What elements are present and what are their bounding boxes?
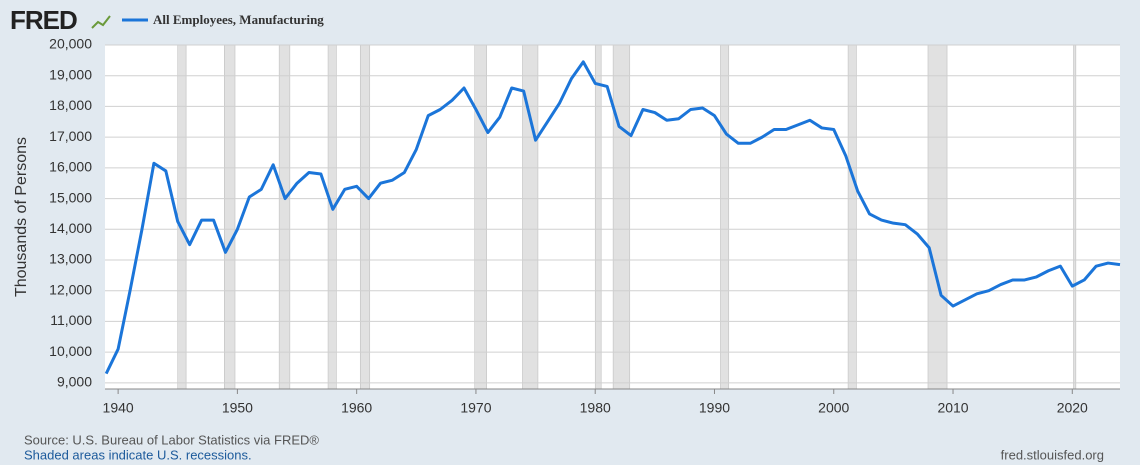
data-line <box>104 60 1121 375</box>
y-tick-label: 9,000 <box>57 374 92 390</box>
note: Shaded areas indicate U.S. recessions. <box>24 447 252 462</box>
recession-band <box>177 44 187 390</box>
y-tick-label: 16,000 <box>49 159 92 175</box>
legend-label: All Employees, Manufacturing <box>153 12 324 27</box>
recession-band <box>278 44 291 390</box>
y-tick-label: 10,000 <box>49 343 92 359</box>
recession-band <box>327 44 337 390</box>
x-tick-label: 2000 <box>818 400 849 416</box>
y-tick-label: 19,000 <box>49 66 92 82</box>
logo-icon <box>91 15 111 29</box>
recession-band <box>359 44 371 390</box>
recession-band <box>594 44 602 390</box>
source: Source: U.S. Bureau of Labor Statistics … <box>24 432 319 447</box>
site: fred.stlouisfed.org <box>1001 447 1104 462</box>
x-tick-label: 1990 <box>699 400 730 416</box>
recession-band <box>1073 44 1077 390</box>
y-tick-label: 15,000 <box>49 189 92 205</box>
x-tick-label: 2010 <box>937 400 968 416</box>
y-tick-label: 14,000 <box>49 220 92 236</box>
recession-band <box>847 44 857 390</box>
x-tick-label: 2020 <box>1057 400 1088 416</box>
y-tick-label: 12,000 <box>49 281 92 297</box>
recession-band <box>720 44 730 390</box>
logo: FRED <box>10 5 77 35</box>
y-tick-label: 13,000 <box>49 251 92 267</box>
x-tick-label: 1980 <box>580 400 611 416</box>
y-tick-label: 11,000 <box>50 312 92 328</box>
x-tick-label: 1960 <box>341 400 372 416</box>
y-tick-label: 17,000 <box>49 128 92 144</box>
y-axis-title: Thousands of Persons <box>13 137 30 297</box>
y-tick-label: 18,000 <box>49 97 92 113</box>
recession-band <box>474 44 487 390</box>
recession-band <box>224 44 236 390</box>
recession-band <box>927 44 948 390</box>
plot-area <box>105 45 1120 389</box>
x-tick-label: 1940 <box>103 400 134 416</box>
x-tick-label: 1970 <box>460 400 491 416</box>
recession-band <box>612 44 631 390</box>
x-tick-label: 1950 <box>222 400 253 416</box>
y-tick-label: 20,000 <box>49 36 92 52</box>
